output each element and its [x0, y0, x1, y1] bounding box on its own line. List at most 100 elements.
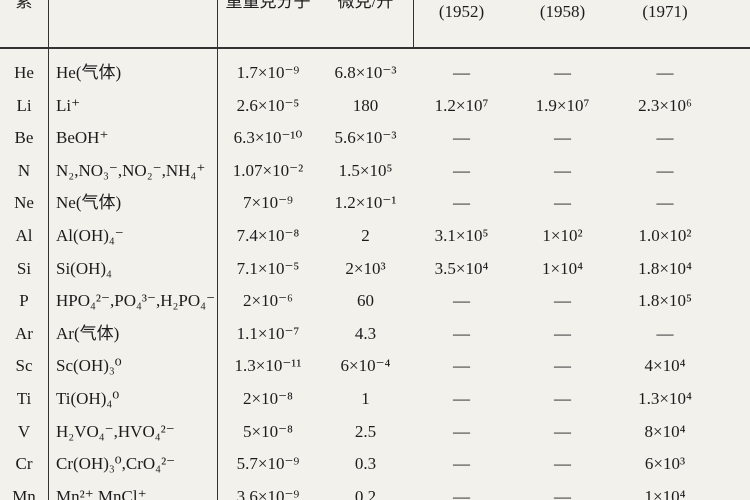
- data-cell: —: [453, 63, 470, 82]
- data-cell: 7×10⁻⁹: [243, 193, 293, 213]
- data-cell: N₂,NO₃⁻,NO₂⁻,NH₄⁺: [56, 160, 206, 180]
- header-rule: [0, 47, 750, 49]
- data-cell: —: [453, 454, 470, 474]
- data-cell: —: [554, 128, 571, 148]
- data-cell: 3.6×10⁻⁹: [236, 486, 300, 500]
- data-cell: 1.1×10⁻⁷: [236, 323, 300, 343]
- data-cell: —: [656, 193, 674, 213]
- data-cell: 1.07×10⁻²: [232, 160, 304, 180]
- column-rule: [217, 0, 219, 500]
- element-cell: Li: [16, 95, 32, 115]
- data-cell: 1.2×10⁷: [434, 95, 489, 115]
- data-cell: He(气体): [56, 63, 122, 82]
- data-cell: 1×10²: [542, 226, 583, 245]
- data-cell: Ar(气体): [56, 323, 120, 343]
- data-cell: H₂VO₄⁻,HVO₄²⁻: [56, 421, 175, 441]
- data-cell: 1.9×10⁷: [535, 95, 590, 115]
- data-cell: 4×10⁴: [644, 356, 686, 376]
- data-cell: Si(OH)₄: [56, 258, 112, 278]
- data-cell: 8×10⁴: [644, 421, 686, 441]
- header-cell: (1952): [438, 2, 485, 21]
- element-cell: V: [17, 421, 31, 441]
- data-cell: 7.1×10⁻⁵: [236, 258, 300, 278]
- data-cell: 2×10³: [345, 258, 386, 278]
- data-cell: 6.8×10⁻³: [334, 63, 397, 82]
- column-rule: [413, 0, 414, 48]
- data-cell: 6×10⁻⁴: [340, 356, 391, 376]
- element-cell: He: [14, 63, 34, 82]
- data-cell: 2×10⁻⁶: [243, 291, 293, 311]
- data-cell: 1.2×10⁻¹: [334, 193, 397, 213]
- data-cell: 60: [357, 291, 374, 311]
- data-cell: —: [554, 160, 571, 180]
- data-cell: —: [453, 389, 470, 408]
- element-cell: Ar: [15, 323, 33, 343]
- data-cell: —: [453, 486, 470, 500]
- data-cell: —: [453, 128, 470, 148]
- element-cell: Be: [14, 128, 34, 148]
- data-cell: 1×10⁴: [541, 258, 583, 278]
- data-cell: BeOH⁺: [56, 128, 109, 148]
- data-cell: 1: [361, 389, 370, 408]
- element-cell: Al: [15, 226, 33, 245]
- element-cell: Si: [16, 258, 32, 278]
- data-cell: Cr(OH)₃⁰,CrO₄²⁻: [56, 454, 176, 474]
- data-cell: —: [453, 323, 470, 343]
- data-cell: Mn²⁺,MnCl⁺: [56, 486, 147, 500]
- data-cell: 5.6×10⁻³: [334, 128, 397, 148]
- data-cell: Sc(OH)₃⁰: [56, 356, 122, 376]
- data-cell: 180: [352, 95, 379, 115]
- data-cell: —: [554, 421, 571, 441]
- data-cell: Ti(OH)₄⁰: [56, 389, 120, 408]
- data-cell: Al(OH)₄⁻: [56, 226, 124, 245]
- element-cell: Mn: [12, 486, 36, 500]
- data-cell: —: [453, 421, 470, 441]
- data-cell: 1.0×10²: [638, 226, 692, 245]
- data-cell: —: [554, 389, 571, 408]
- data-cell: 6×10³: [644, 454, 686, 474]
- data-cell: 4.3: [354, 323, 377, 343]
- data-cell: 6.3×10⁻¹⁰: [233, 128, 303, 148]
- data-cell: —: [656, 128, 674, 148]
- header-cell: 微克/升: [337, 0, 394, 11]
- data-cell: 0.3: [354, 454, 377, 474]
- data-cell: 1.3×10⁴: [638, 389, 692, 408]
- data-cell: 3.5×10⁴: [434, 258, 489, 278]
- data-cell: —: [554, 63, 571, 82]
- element-cell: Cr: [15, 454, 33, 474]
- data-cell: HPO₄²⁻,PO₄³⁻,H₂PO₄⁻: [56, 291, 216, 311]
- data-cell: 1.8×10⁴: [638, 258, 692, 278]
- data-cell: Ne(气体): [56, 193, 122, 213]
- data-cell: 1.3×10⁻¹¹: [234, 356, 302, 376]
- data-cell: 2.6×10⁻⁵: [236, 95, 300, 115]
- element-cell: N: [17, 160, 31, 180]
- header-cell: (1958): [539, 2, 586, 21]
- data-cell: —: [656, 323, 674, 343]
- data-cell: 5.7×10⁻⁹: [236, 454, 300, 474]
- data-cell: —: [453, 160, 470, 180]
- data-cell: 1×10⁴: [644, 486, 686, 500]
- element-cell: Sc: [15, 356, 33, 376]
- element-cell: Ti: [16, 389, 32, 408]
- data-cell: 2×10⁻⁸: [243, 389, 293, 408]
- data-cell: —: [453, 356, 470, 376]
- data-cell: —: [554, 454, 571, 474]
- data-cell: —: [554, 193, 571, 213]
- data-cell: —: [656, 160, 674, 180]
- data-cell: —: [554, 486, 571, 500]
- data-cell: 1.8×10⁵: [638, 291, 692, 311]
- data-cell: 2.3×10⁶: [638, 95, 692, 115]
- data-cell: —: [656, 63, 674, 82]
- element-cell: P: [19, 291, 29, 311]
- data-cell: —: [554, 323, 571, 343]
- data-cell: 5×10⁻⁸: [243, 421, 293, 441]
- data-cell: 2.5: [354, 421, 377, 441]
- header-cell: 重量克分子: [225, 0, 311, 11]
- data-cell: Li⁺: [56, 95, 81, 115]
- column-rule: [48, 0, 50, 500]
- data-cell: 1.7×10⁻⁹: [236, 63, 300, 82]
- header-cell: 素: [15, 0, 33, 11]
- data-cell: 0.2: [354, 486, 377, 500]
- data-cell: 7.4×10⁻⁸: [236, 226, 300, 245]
